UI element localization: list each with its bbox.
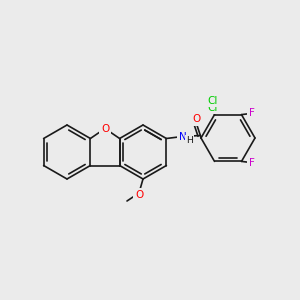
Text: O: O [135, 190, 143, 200]
Text: H: H [186, 136, 193, 145]
Text: O: O [192, 115, 200, 124]
Text: O: O [101, 124, 109, 134]
Text: N: N [178, 131, 186, 142]
Text: Cl: Cl [207, 103, 218, 112]
Text: F: F [249, 108, 254, 118]
Text: F: F [249, 158, 254, 168]
Text: Cl: Cl [207, 96, 218, 106]
